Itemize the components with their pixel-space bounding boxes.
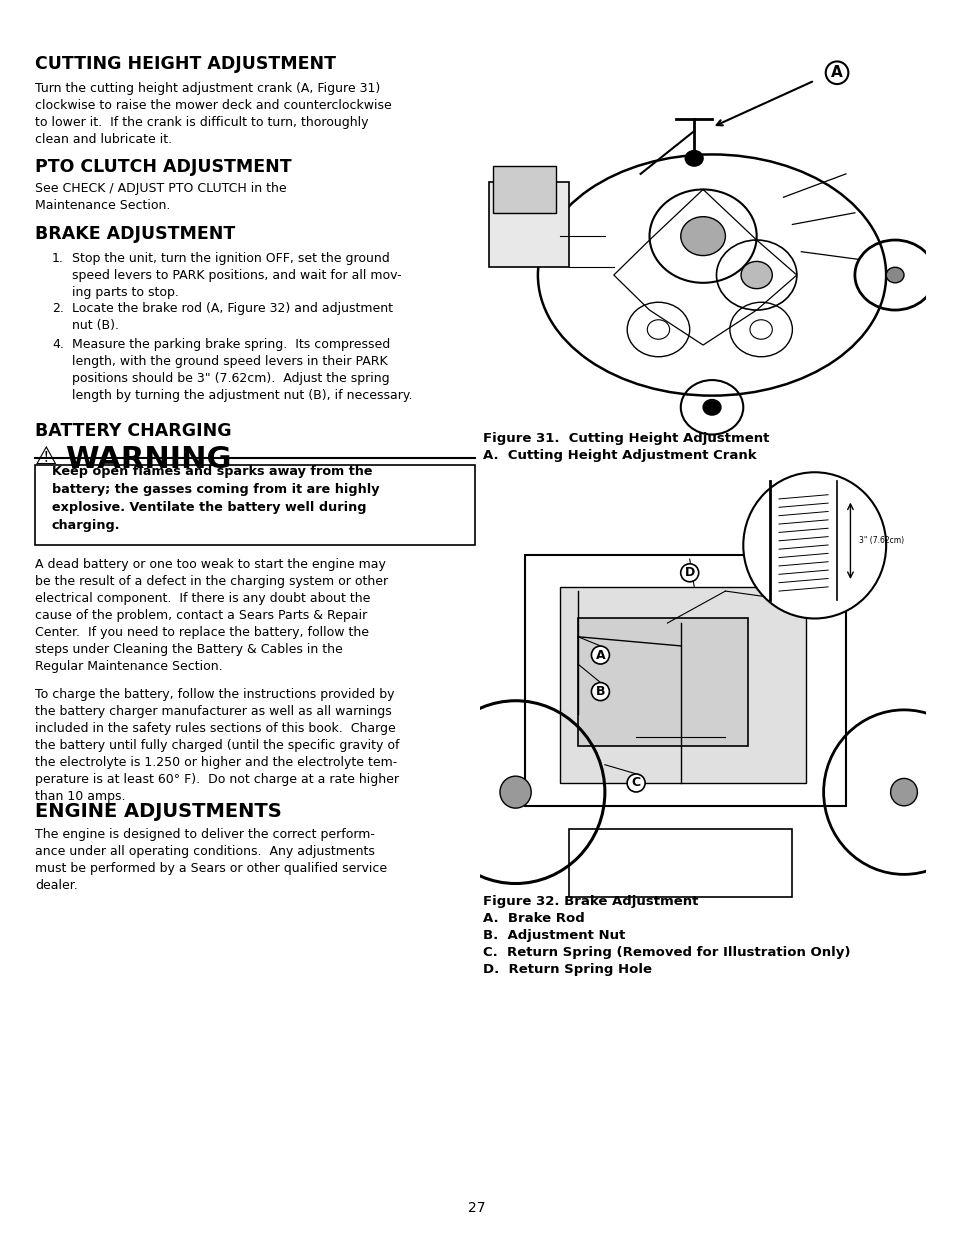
Text: ENGINE ADJUSTMENTS: ENGINE ADJUSTMENTS [35,802,281,821]
Text: See CHECK / ADJUST PTO CLUTCH in the
Maintenance Section.: See CHECK / ADJUST PTO CLUTCH in the Mai… [35,182,286,212]
Circle shape [684,151,702,167]
Text: To charge the battery, follow the instructions provided by
the battery charger m: To charge the battery, follow the instru… [35,688,399,803]
Text: 2.: 2. [52,303,64,315]
Text: Turn the cutting height adjustment crank (A, Figure 31)
clockwise to raise the m: Turn the cutting height adjustment crank… [35,82,392,146]
Text: 4.: 4. [52,338,64,351]
Text: Figure 32. Brake Adjustment: Figure 32. Brake Adjustment [482,895,698,908]
Text: WARNING: WARNING [65,445,232,474]
Text: A: A [830,65,842,80]
Text: 27: 27 [468,1200,485,1215]
Text: BATTERY CHARGING: BATTERY CHARGING [35,422,232,440]
Text: A: A [595,648,604,662]
FancyBboxPatch shape [559,587,805,783]
Text: ⚠: ⚠ [35,445,57,469]
Text: 1.: 1. [52,252,64,266]
Text: B: B [595,685,604,698]
Circle shape [885,267,903,283]
Circle shape [890,778,917,806]
Text: A.  Cutting Height Adjustment Crank: A. Cutting Height Adjustment Crank [482,450,756,462]
FancyBboxPatch shape [493,167,556,212]
Text: Stop the unit, turn the ignition OFF, set the ground
speed levers to PARK positi: Stop the unit, turn the ignition OFF, se… [71,252,401,299]
Circle shape [740,262,772,289]
Circle shape [499,776,531,808]
Text: A.  Brake Rod: A. Brake Rod [482,911,584,925]
Text: Figure 31.  Cutting Height Adjustment: Figure 31. Cutting Height Adjustment [482,432,768,445]
Circle shape [742,472,885,619]
Bar [35,466,475,545]
Text: CUTTING HEIGHT ADJUSTMENT: CUTTING HEIGHT ADJUSTMENT [35,56,335,73]
Text: Locate the brake rod (A, Figure 32) and adjustment
nut (B).: Locate the brake rod (A, Figure 32) and … [71,303,393,332]
Text: 3" (7.62cm): 3" (7.62cm) [859,536,903,546]
FancyBboxPatch shape [578,619,747,746]
Text: B.  Adjustment Nut: B. Adjustment Nut [482,929,625,942]
Text: D: D [684,567,694,579]
Circle shape [702,400,720,415]
Text: Keep open flames and sparks away from the
battery; the gasses coming from it are: Keep open flames and sparks away from th… [52,466,379,532]
Text: PTO CLUTCH ADJUSTMENT: PTO CLUTCH ADJUSTMENT [35,158,292,177]
Text: Measure the parking brake spring.  Its compressed
length, with the ground speed : Measure the parking brake spring. Its co… [71,338,412,403]
Text: D.  Return Spring Hole: D. Return Spring Hole [482,963,651,976]
Text: BRAKE ADJUSTMENT: BRAKE ADJUSTMENT [35,225,235,243]
Circle shape [680,216,724,256]
Text: The engine is designed to deliver the correct perform-
ance under all operating : The engine is designed to deliver the co… [35,827,387,892]
Text: C: C [631,777,640,789]
FancyBboxPatch shape [488,182,569,267]
Text: A dead battery or one too weak to start the engine may
be the result of a defect: A dead battery or one too weak to start … [35,558,388,673]
Text: C.  Return Spring (Removed for Illustration Only): C. Return Spring (Removed for Illustrati… [482,946,850,960]
